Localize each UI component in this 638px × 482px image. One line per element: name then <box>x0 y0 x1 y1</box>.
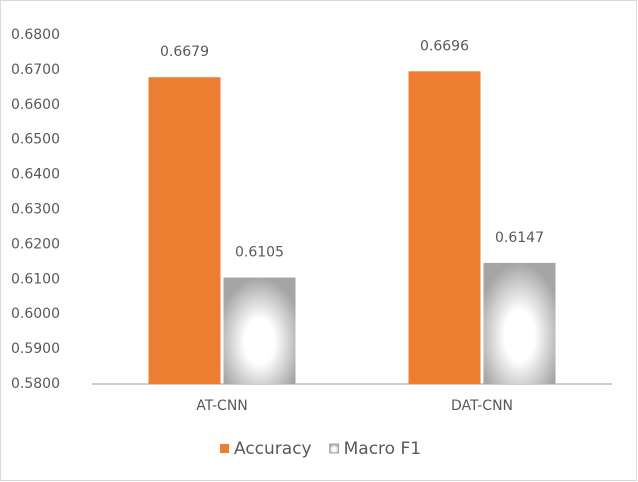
y-tick-label: 0.6700 <box>11 62 60 78</box>
legend-marker <box>329 443 340 454</box>
bar <box>483 262 556 384</box>
bar <box>408 71 481 385</box>
legend-label: Macro F1 <box>344 439 421 459</box>
x-tick-label: AT-CNN <box>196 398 248 414</box>
legend-marker <box>220 444 229 453</box>
y-tick-label: 0.6800 <box>11 27 60 43</box>
y-tick-label: 0.5900 <box>11 341 60 357</box>
y-tick-label: 0.6000 <box>11 306 60 322</box>
bar <box>223 277 296 384</box>
value-label: 0.6679 <box>160 44 209 60</box>
y-tick-label: 0.6500 <box>11 132 60 148</box>
value-label: 0.6696 <box>420 38 469 54</box>
legend-label: Accuracy <box>234 439 312 459</box>
bar <box>148 77 221 384</box>
legend: Accuracy Macro F1 <box>220 439 421 459</box>
y-tick-label: 0.6600 <box>11 97 60 113</box>
y-tick-label: 0.6400 <box>11 167 60 183</box>
value-label: 0.6105 <box>235 245 284 261</box>
y-tick-label: 0.5800 <box>11 376 60 392</box>
x-tick-label: DAT-CNN <box>451 398 513 414</box>
y-tick-label: 0.6300 <box>11 202 60 218</box>
y-tick-label: 0.6100 <box>11 271 60 287</box>
y-tick-label: 0.6200 <box>11 236 60 252</box>
value-label: 0.6147 <box>495 230 544 246</box>
